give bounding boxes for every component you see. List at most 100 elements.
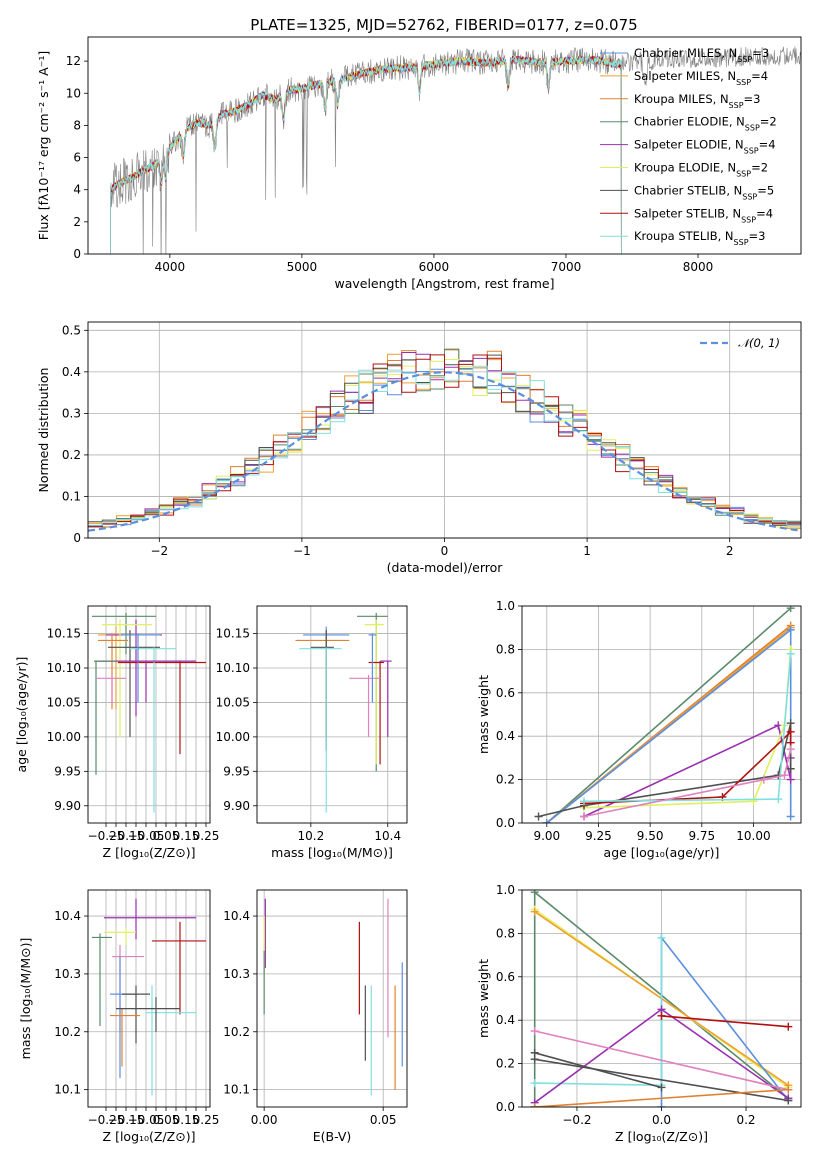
axes: 10.2 10.4 9.90 9.95 10.00 10.05 10.10 10.15 mass… [216, 605, 408, 860]
error-bar [104, 927, 136, 945]
x-tick-label: 1 [583, 544, 591, 558]
residual-histogram [88, 365, 801, 538]
x-tick-label: −0.15 [108, 829, 145, 843]
y-axis-label: mass weight [476, 675, 491, 754]
series-line [583, 749, 792, 818]
legend-entry-text: Chabrier ELODIE, N [634, 115, 745, 129]
model-spectrum-line [110, 55, 622, 254]
y-tick-label: 8 [73, 118, 81, 132]
error-bar [110, 1008, 140, 1067]
error-bar [130, 647, 176, 813]
series-marker [786, 775, 795, 784]
axes-frame [87, 36, 802, 255]
y-tick-label: 4 [73, 183, 81, 197]
y-tick-label: 10.2 [54, 1025, 81, 1039]
series-marker [542, 819, 551, 823]
series-marker [580, 812, 588, 821]
model-spectrum-line [110, 55, 622, 254]
error-bar [92, 933, 112, 1026]
x-tick-label: −0.25 [88, 829, 125, 843]
x-tick-label: 0.15 [173, 1113, 200, 1127]
error-bar [96, 660, 196, 703]
legend-entry-count: =2 [751, 161, 768, 175]
series-marker [530, 890, 539, 897]
legend-entry: Chabrier MILES, NSSP=3 [634, 46, 769, 64]
error-bar [94, 660, 116, 775]
y-tick-label: 1.0 [496, 883, 515, 897]
plot-area [110, 46, 801, 254]
series-line [546, 607, 792, 823]
series-marker [786, 764, 795, 773]
series-marker [657, 1011, 666, 1020]
axes: −0.25−0.15−0.050.050.150.25 10.1 10.2 10.3 1… [18, 889, 219, 1144]
x-axis-label: E(B-V) [313, 1129, 352, 1144]
y-axis-label: Flux [fλ10⁻¹⁷ erg cm⁻² s⁻¹ A⁻¹] [36, 51, 51, 240]
grid [88, 606, 210, 823]
series-line [583, 649, 792, 809]
y-tick-label: 0.0 [496, 1100, 515, 1114]
axes: 0.00 0.05 10.1 10.2 10.3 10.4 E(B-V) [223, 889, 408, 1144]
y-tick-label: 0.8 [496, 926, 515, 940]
x-tick-label: 0.15 [173, 829, 200, 843]
legend-entry-text: Salpeter MILES, N [634, 69, 736, 83]
y-tick-label: 12 [66, 54, 81, 68]
spectrum-panel: 4000 5000 6000 7000 8000 0 2 4 6 8 10 12 wavelength … [36, 36, 802, 291]
y-tick-label: 10.3 [223, 967, 250, 981]
legend-entry-subscript: SSP [729, 100, 744, 109]
legend-entry: Salpeter MILES, NSSP=4 [634, 69, 768, 87]
x-tick-label: 10.2 [297, 829, 324, 843]
legend-entry-subscript: SSP [734, 238, 749, 247]
legend-entry: Chabrier ELODIE, NSSP=2 [634, 115, 777, 133]
plot-area [92, 612, 206, 813]
series-marker [786, 606, 795, 613]
x-tick-label: −0.25 [88, 1113, 125, 1127]
legend-entry-text: Kroupa STELIB, N [634, 229, 734, 243]
error-bar [152, 921, 206, 1015]
legend-entry-subscript: SSP [736, 169, 751, 178]
y-tick-label: 2 [73, 215, 81, 229]
series-line [534, 1088, 789, 1107]
x-axis-label: Z [log₁₀(Z/Z⊙)] [103, 1129, 196, 1144]
axes: 9.00 9.25 9.50 9.75 10.00 0.0 0.2 0.4 0.6 0.8 1.0 a… [476, 599, 802, 860]
x-tick-label: −2 [150, 544, 168, 558]
axes: −0.25−0.15−0.050.050.150.25 9.90 9.95 10.00… [14, 605, 220, 860]
legend-entry-count: =5 [757, 183, 774, 197]
series-marker [749, 797, 758, 806]
legend-entry-count: =3 [752, 46, 769, 60]
y-tick-label: 0.0 [496, 816, 515, 830]
x-tick-label: 0.05 [153, 1113, 180, 1127]
x-axis-label: age [log₁₀(age/yr)] [604, 845, 720, 860]
axes-frame [521, 605, 802, 824]
plot-area [88, 348, 801, 538]
x-axis-label: Z [log₁₀(Z/Z⊙)] [103, 845, 196, 860]
legend-entry-count: =4 [759, 138, 776, 152]
error-bar [122, 633, 160, 703]
y-tick-label: 0.2 [496, 1057, 515, 1071]
series-marker [786, 625, 795, 634]
mass-weight-vs-age-panel: 9.00 9.25 9.50 9.75 10.00 0.0 0.2 0.4 0.6 0.8 1.0 a… [476, 599, 802, 860]
model-spectrum-line [110, 55, 622, 254]
y-tick-label: 0.2 [62, 448, 81, 462]
y-tick-label: 9.95 [223, 764, 250, 778]
legend-entry-text: Salpeter ELODIE, N [634, 138, 744, 152]
grid [88, 890, 210, 1107]
series-marker [786, 649, 795, 658]
series-line [534, 1030, 789, 1091]
x-tick-label: 6000 [419, 260, 450, 274]
x-tick-label: −0.15 [108, 1113, 145, 1127]
error-bar [112, 944, 144, 1032]
axes: 4000 5000 6000 7000 8000 0 2 4 6 8 10 12 wavelength … [36, 36, 802, 291]
series-line [583, 653, 792, 803]
y-tick-label: 10.05 [47, 695, 81, 709]
x-tick-label: 0.25 [193, 829, 220, 843]
age-vs-mass-panel: 10.2 10.4 9.90 9.95 10.00 10.05 10.10 10.15 mass… [216, 605, 408, 860]
x-tick-label: −0.05 [128, 1113, 165, 1127]
x-tick-label: 7000 [551, 260, 582, 274]
series-marker [657, 1103, 666, 1107]
axes-frame [521, 889, 802, 1108]
x-axis-label: Z [log₁₀(Z/Z⊙)] [615, 1129, 708, 1144]
y-tick-label: 0.4 [496, 729, 515, 743]
error-bar [104, 898, 196, 940]
